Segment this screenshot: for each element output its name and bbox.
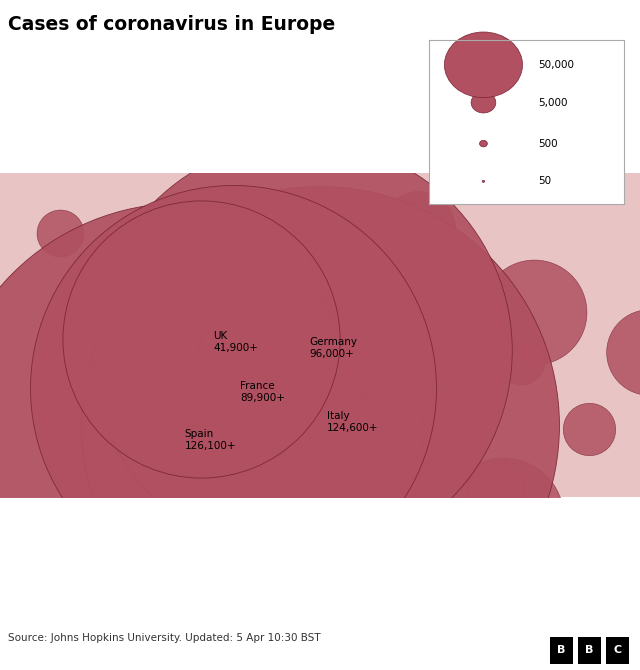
Point	[515, 355, 525, 366]
Point	[315, 419, 325, 430]
Point	[54, 227, 65, 238]
Text: 5,000: 5,000	[538, 98, 568, 108]
Text: 50: 50	[538, 176, 551, 186]
Point	[371, 377, 381, 387]
Circle shape	[471, 92, 496, 113]
Point	[331, 354, 341, 365]
Point	[431, 403, 441, 414]
Circle shape	[444, 32, 522, 98]
Point	[332, 389, 342, 400]
Text: 500: 500	[538, 139, 557, 149]
Point	[584, 423, 594, 434]
Point	[422, 268, 432, 279]
FancyBboxPatch shape	[578, 637, 601, 664]
Circle shape	[479, 140, 488, 147]
Text: France
89,900+: France 89,900+	[240, 381, 285, 403]
Point	[499, 513, 509, 524]
Text: Cases of coronavirus in Europe: Cases of coronavirus in Europe	[8, 15, 335, 34]
Text: Italy
124,600+: Italy 124,600+	[327, 411, 378, 433]
Point	[362, 276, 372, 287]
Text: UK
41,900+: UK 41,900+	[213, 331, 258, 352]
Text: Spain
126,100+: Spain 126,100+	[184, 429, 236, 451]
Text: Germany
96,000+: Germany 96,000+	[309, 337, 357, 358]
Point	[135, 445, 145, 456]
Point	[387, 336, 397, 347]
Text: 50,000: 50,000	[538, 60, 574, 70]
Point	[278, 383, 289, 393]
Point	[447, 322, 458, 333]
Point	[228, 383, 239, 393]
Point	[300, 271, 310, 281]
Point	[131, 452, 141, 462]
Point	[490, 483, 500, 494]
FancyBboxPatch shape	[606, 637, 629, 664]
Point	[297, 345, 307, 356]
Text: C: C	[614, 645, 621, 655]
Point	[410, 458, 420, 469]
Text: Source: Johns Hopkins University. Updated: 5 Apr 10:30 BST: Source: Johns Hopkins University. Update…	[8, 633, 320, 643]
FancyBboxPatch shape	[550, 637, 573, 664]
Point	[353, 407, 364, 417]
Point	[413, 223, 423, 234]
Point	[454, 381, 464, 391]
Point	[177, 437, 187, 448]
Point	[529, 307, 540, 318]
Circle shape	[482, 180, 484, 182]
Point	[404, 415, 414, 425]
Point	[250, 335, 260, 346]
Point	[195, 334, 205, 344]
Point	[468, 351, 479, 362]
Text: B: B	[586, 645, 594, 655]
Text: B: B	[557, 645, 566, 655]
Point	[245, 348, 255, 358]
Point	[156, 327, 166, 338]
